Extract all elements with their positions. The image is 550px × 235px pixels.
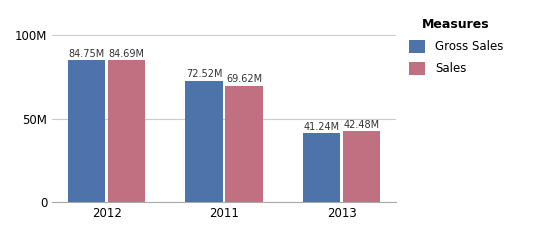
Bar [68,60,106,202]
Text: 84.75M: 84.75M [69,49,105,59]
Bar [303,133,340,202]
Bar [226,86,263,202]
Text: 84.69M: 84.69M [108,49,145,59]
Text: 72.52M: 72.52M [186,70,222,79]
Bar [185,81,223,202]
Bar [343,131,381,202]
Text: 41.24M: 41.24M [304,122,340,132]
Legend: Gross Sales, Sales: Gross Sales, Sales [405,15,507,79]
Bar [108,60,145,202]
Text: 42.48M: 42.48M [344,120,380,130]
Text: 69.62M: 69.62M [226,74,262,84]
